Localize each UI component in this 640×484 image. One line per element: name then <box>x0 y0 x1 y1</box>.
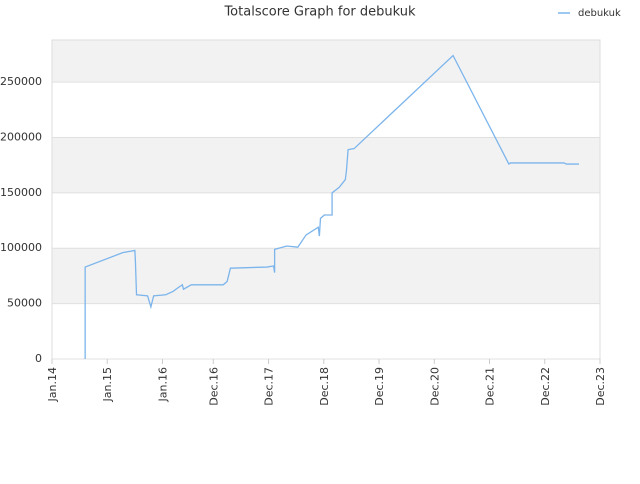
plot-band <box>52 248 600 304</box>
x-tick-label: Dec.21 <box>484 367 497 406</box>
x-tick-label: Dec.22 <box>539 367 552 406</box>
y-tick-label: 50000 <box>7 297 42 310</box>
y-tick-label: 200000 <box>0 130 42 143</box>
x-tick-label: Dec.23 <box>594 367 607 406</box>
x-tick-label: Dec.16 <box>207 367 220 406</box>
x-tick-label: Jan.14 <box>46 367 59 402</box>
series-line <box>84 54 580 359</box>
plot-band <box>52 137 600 193</box>
x-tick-label: Dec.17 <box>263 367 276 406</box>
x-tick-label: Jan.16 <box>156 367 169 402</box>
plot-band <box>52 192 600 249</box>
y-tick-label: 0 <box>35 352 42 365</box>
x-tick-label: Dec.18 <box>318 367 331 406</box>
y-tick-label: 250000 <box>0 75 42 88</box>
x-tick-label: Dec.19 <box>373 367 386 406</box>
plot-band <box>52 40 600 83</box>
legend-label: debukuk <box>578 8 621 19</box>
plot-band <box>52 82 600 138</box>
y-tick-label: 100000 <box>0 241 42 254</box>
chart-title: Totalscore Graph for debukuk <box>223 5 416 20</box>
y-tick-label: 150000 <box>0 186 42 199</box>
plot-band <box>52 303 600 359</box>
x-tick-label: Dec.20 <box>428 367 441 406</box>
x-tick-label: Jan.15 <box>101 367 114 402</box>
